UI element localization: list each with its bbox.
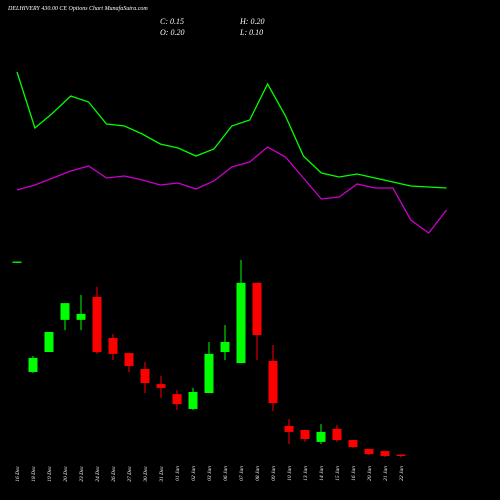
x-tick-label: 14 Jan	[318, 466, 325, 481]
indicator-line	[16, 71, 447, 189]
candle-body	[108, 337, 118, 354]
candle-body	[364, 448, 374, 455]
x-tick-label: 02 Jan	[191, 466, 197, 481]
candle-body	[284, 425, 294, 432]
x-tick-label: 30 Dec	[143, 465, 149, 482]
candle-body	[252, 282, 262, 335]
x-tick-label: 07 Jan	[239, 466, 245, 481]
chart-title: DELHIVERY 430.00 CE Options Chart Munafa…	[7, 5, 148, 12]
x-tick-label: 15 Jan	[335, 466, 341, 481]
x-tick-label: 06 Jan	[223, 466, 229, 481]
candle-body	[92, 296, 102, 352]
x-tick-label: 26 Dec	[111, 465, 117, 481]
candle-body	[220, 342, 230, 352]
x-tick-label: 23 Dec	[79, 465, 85, 481]
candle-body	[268, 360, 278, 404]
candle-body	[204, 353, 214, 394]
x-tick-label: 27 Dec	[127, 465, 133, 481]
x-tick-label: 18 Dec	[31, 465, 37, 481]
x-tick-label: 24 Dec	[94, 465, 101, 481]
candle-body	[28, 357, 38, 372]
candle-body	[188, 391, 198, 409]
x-tick-label: 13 Jan	[303, 466, 309, 481]
x-tick-label: 22 Jan	[399, 466, 405, 481]
x-tick-label: 20 Dec	[63, 465, 69, 481]
candle-body	[300, 430, 310, 439]
candle-body	[348, 440, 358, 448]
x-tick-label: 19 Dec	[47, 465, 53, 481]
candle-body	[44, 332, 54, 352]
candle-body	[236, 282, 246, 364]
x-tick-label: 10 Jan	[287, 466, 293, 481]
x-tick-label: 16 Dec	[15, 465, 21, 481]
candle-body	[156, 384, 166, 388]
candle-body	[76, 313, 86, 320]
candle-body	[140, 369, 150, 384]
x-tick-label: 16 Jan	[351, 466, 357, 481]
candle-body	[60, 303, 70, 320]
x-tick-label: 01 Jan	[175, 466, 181, 481]
candle-body	[332, 428, 342, 441]
close-label: C: 0.15	[160, 17, 184, 26]
low-label: L: 0.10	[239, 28, 263, 37]
open-label: O: 0.20	[160, 28, 184, 37]
high-label: H: 0.20	[239, 17, 264, 26]
candle-body	[316, 431, 326, 442]
x-tick-label: 09 Jan	[271, 466, 277, 481]
candle-body	[172, 394, 182, 405]
x-tick-label: 08 Jan	[255, 466, 261, 481]
candle-body	[380, 451, 390, 456]
candle-body	[396, 454, 406, 456]
x-tick-label: 03 Jan	[207, 466, 213, 481]
x-tick-label: 21 Jan	[383, 466, 389, 481]
indicator-line	[16, 146, 448, 234]
candle-body	[124, 353, 134, 367]
candle-body	[12, 261, 22, 263]
x-tick-label: 20 Jan	[367, 466, 373, 481]
x-tick-label: 31 Dec	[159, 465, 165, 482]
